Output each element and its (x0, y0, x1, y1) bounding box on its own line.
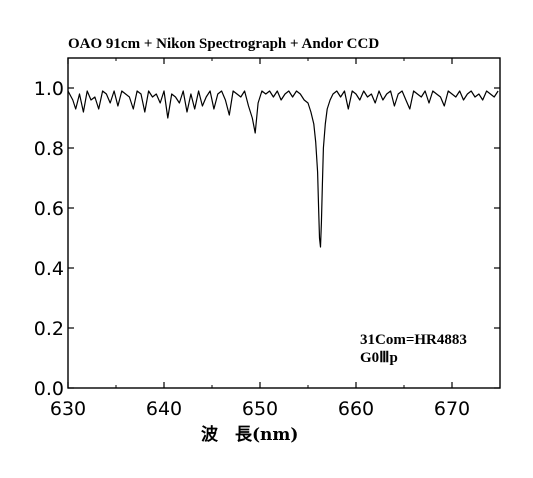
x-tick-label: 640 (146, 398, 182, 420)
x-axis-title: 波 長(nm) (201, 424, 298, 445)
x-tick-label: 650 (242, 398, 278, 420)
x-axis: 630 640 650 660 670 (50, 58, 470, 420)
star-name-label: 31Com=HR4883 (360, 332, 467, 348)
y-tick-label: 0.6 (34, 198, 64, 220)
x-tick-label: 670 (434, 398, 470, 420)
x-tick-label: 660 (338, 398, 374, 420)
chart-title: OAO 91cm + Nikon Spectrograph + Andor CC… (68, 36, 379, 52)
spectrum-line (67, 90, 499, 248)
x-tick-label: 630 (50, 398, 86, 420)
y-tick-label: 0.4 (34, 258, 64, 280)
y-tick-label: 0.8 (34, 138, 64, 160)
spectral-type-label: G0Ⅲp (360, 350, 398, 366)
plot-frame (67, 57, 501, 389)
y-axis: 0.0 0.2 0.4 0.6 0.8 1.0 (34, 78, 500, 400)
y-tick-label: 1.0 (34, 78, 64, 100)
y-tick-label: 0.2 (34, 318, 64, 340)
y-tick-label: 0.0 (34, 378, 64, 400)
